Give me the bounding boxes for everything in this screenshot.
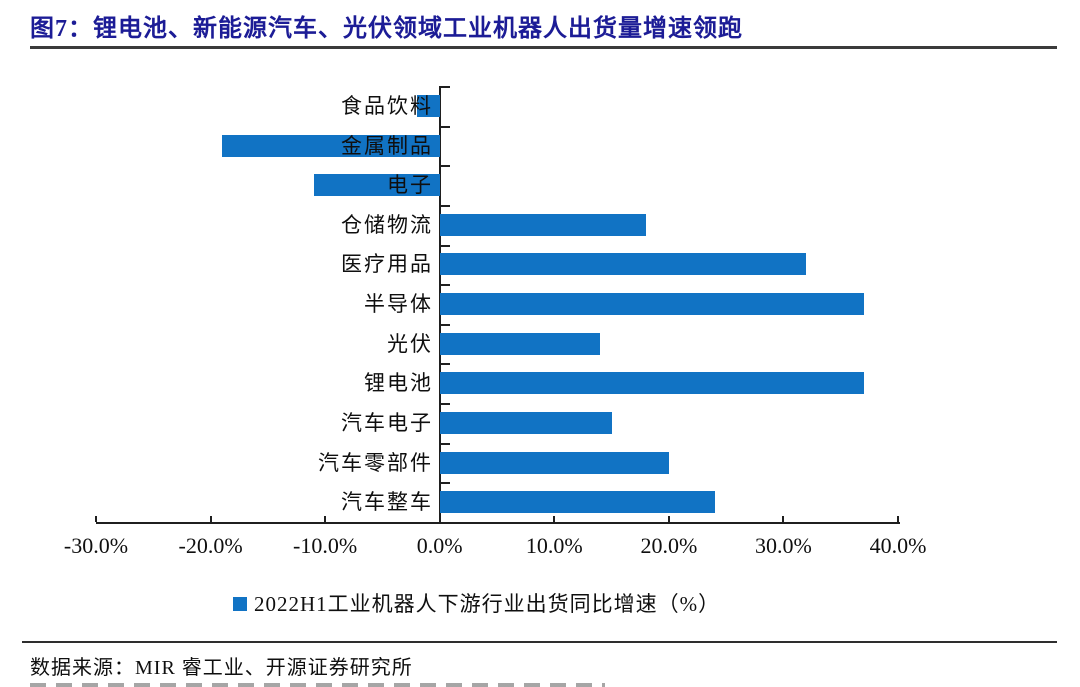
category-label: 汽车零部件 <box>318 450 433 475</box>
value-axis-tick-label: -20.0% <box>178 533 243 558</box>
bar-锂电池 <box>439 372 864 395</box>
value-axis-tick-label: 40.0% <box>869 533 927 558</box>
bar-食品饮料 <box>416 94 440 117</box>
bar-电子 <box>313 174 440 197</box>
category-axis-tick <box>439 403 450 405</box>
category-axis-tick <box>439 205 450 207</box>
value-axis-tick <box>782 516 785 522</box>
value-axis-line <box>96 522 900 524</box>
value-axis-tick <box>553 516 556 522</box>
legend-swatch-icon <box>233 597 247 611</box>
category-axis-tick <box>439 165 450 167</box>
value-axis-tick-label: 10.0% <box>525 533 583 558</box>
bar-汽车整车 <box>439 491 715 514</box>
category-label: 汽车电子 <box>341 410 433 435</box>
bar-仓储物流 <box>439 213 646 236</box>
category-axis-tick <box>439 443 450 445</box>
title-divider <box>30 46 1057 49</box>
source-divider <box>22 641 1057 643</box>
value-axis-tick <box>897 516 899 522</box>
value-axis-tick <box>438 516 441 522</box>
bar-光伏 <box>439 332 601 355</box>
legend-label: 2022H1工业机器人下游行业出货同比增速（%） <box>254 592 721 616</box>
value-axis-tick-label: 30.0% <box>754 533 812 558</box>
category-axis-tick <box>439 86 450 88</box>
cutoff-next-line <box>30 683 605 687</box>
value-axis-tick <box>95 516 97 522</box>
bar-半导体 <box>439 293 864 315</box>
category-label: 医疗用品 <box>341 252 433 277</box>
chart-legend: 2022H1工业机器人下游行业出货同比增速（%） <box>233 588 720 618</box>
value-axis-tick <box>209 516 212 522</box>
value-axis-tick-label: 0.0% <box>416 533 463 558</box>
bar-金属制品 <box>222 134 440 157</box>
bar-汽车电子 <box>439 411 612 434</box>
category-label: 食品饮料 <box>341 93 433 118</box>
category-axis-tick <box>439 482 450 484</box>
value-axis-tick-label: -30.0% <box>63 533 129 558</box>
value-axis-tick <box>324 516 327 522</box>
category-axis-tick <box>439 126 450 128</box>
category-axis-tick <box>439 245 450 247</box>
value-axis-tick <box>667 516 670 522</box>
category-label: 锂电池 <box>364 371 433 396</box>
value-axis-tick-label: 20.0% <box>640 533 698 558</box>
category-label: 汽车整车 <box>341 490 433 515</box>
category-axis-tick <box>439 363 450 365</box>
category-label: 半导体 <box>364 292 433 316</box>
category-axis-tick <box>439 284 450 286</box>
category-label: 仓储物流 <box>341 212 433 237</box>
figure-title: 图7：锂电池、新能源汽车、光伏领域工业机器人出货量增速领跑 <box>30 16 743 42</box>
category-axis-tick <box>439 324 450 326</box>
value-axis-tick-label: -10.0% <box>293 533 358 558</box>
bar-医疗用品 <box>439 253 807 276</box>
bar-汽车零部件 <box>439 451 669 474</box>
category-label: 光伏 <box>387 331 433 356</box>
category-label: 电子 <box>387 173 433 198</box>
category-label: 金属制品 <box>341 133 433 158</box>
data-source: 数据来源：MIR 睿工业、开源证券研究所 <box>30 657 413 679</box>
